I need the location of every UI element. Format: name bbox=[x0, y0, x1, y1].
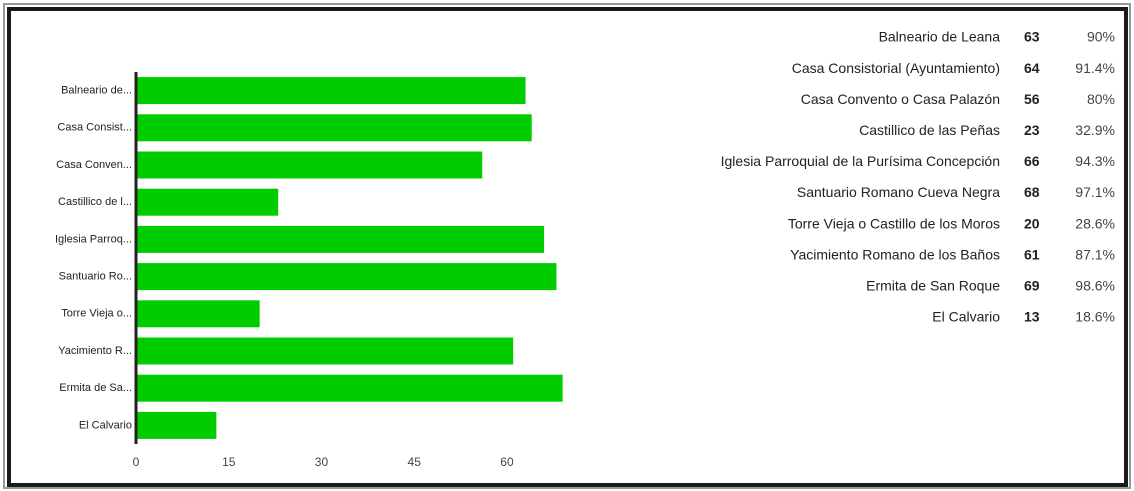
row-count: 66 bbox=[1024, 153, 1040, 169]
row-percent: 87.1% bbox=[1075, 246, 1115, 262]
x-tick-label: 15 bbox=[222, 455, 236, 469]
row-percent: 94.3% bbox=[1075, 153, 1115, 169]
y-tick-label: Yacimiento R... bbox=[58, 345, 132, 357]
row-name: Castillico de las Peñas bbox=[859, 122, 1000, 138]
row-percent: 32.9% bbox=[1075, 122, 1115, 138]
row-percent: 90% bbox=[1087, 29, 1115, 45]
x-tick-label: 30 bbox=[315, 455, 329, 469]
row-percent: 98.6% bbox=[1075, 278, 1115, 294]
y-tick-label: El Calvario bbox=[79, 419, 132, 431]
bar bbox=[136, 263, 557, 291]
bar bbox=[136, 411, 217, 439]
row-count: 64 bbox=[1024, 60, 1040, 76]
bar bbox=[136, 188, 279, 216]
row-percent: 18.6% bbox=[1075, 309, 1115, 325]
row-count: 56 bbox=[1024, 91, 1040, 107]
y-tick-label: Torre Vieja o... bbox=[61, 308, 132, 320]
bar bbox=[136, 337, 514, 365]
y-tick-label: Balneario de... bbox=[61, 85, 132, 97]
row-count: 13 bbox=[1024, 309, 1040, 325]
y-tick-label: Santuario Ro... bbox=[59, 271, 132, 283]
y-tick-label: Casa Consist... bbox=[57, 122, 132, 134]
row-name: Santuario Romano Cueva Negra bbox=[797, 184, 1000, 200]
row-name: Iglesia Parroquial de la Purísima Concep… bbox=[721, 153, 1000, 169]
bar bbox=[136, 225, 545, 253]
row-count: 69 bbox=[1024, 278, 1040, 294]
row-name: Yacimiento Romano de los Baños bbox=[790, 246, 1000, 262]
row-name: El Calvario bbox=[932, 309, 1000, 325]
row-name: Casa Convento o Casa Palazón bbox=[801, 91, 1000, 107]
bar bbox=[136, 300, 260, 328]
row-count: 20 bbox=[1024, 215, 1040, 231]
y-tick-label: Ermita de Sa... bbox=[59, 382, 132, 394]
row-count: 61 bbox=[1024, 246, 1040, 262]
bar bbox=[136, 114, 532, 142]
bar bbox=[136, 374, 563, 402]
row-percent: 91.4% bbox=[1075, 60, 1115, 76]
row-percent: 80% bbox=[1087, 91, 1115, 107]
row-count: 23 bbox=[1024, 122, 1040, 138]
x-tick-label: 0 bbox=[133, 455, 140, 469]
x-tick-label: 45 bbox=[408, 455, 422, 469]
row-name: Torre Vieja o Castillo de los Moros bbox=[788, 215, 1000, 231]
row-name: Casa Consistorial (Ayuntamiento) bbox=[792, 60, 1000, 76]
bar bbox=[136, 77, 526, 105]
bar bbox=[136, 151, 483, 179]
y-tick-label: Casa Conven... bbox=[56, 159, 132, 171]
row-name: Balneario de Leana bbox=[879, 29, 1001, 45]
row-name: Ermita de San Roque bbox=[866, 278, 1000, 294]
row-count: 68 bbox=[1024, 184, 1040, 200]
row-percent: 97.1% bbox=[1075, 184, 1115, 200]
row-percent: 28.6% bbox=[1075, 215, 1115, 231]
y-tick-label: Iglesia Parroq... bbox=[55, 233, 132, 245]
y-tick-label: Castillico de l... bbox=[58, 196, 132, 208]
row-count: 63 bbox=[1024, 29, 1040, 45]
x-tick-label: 60 bbox=[500, 455, 514, 469]
